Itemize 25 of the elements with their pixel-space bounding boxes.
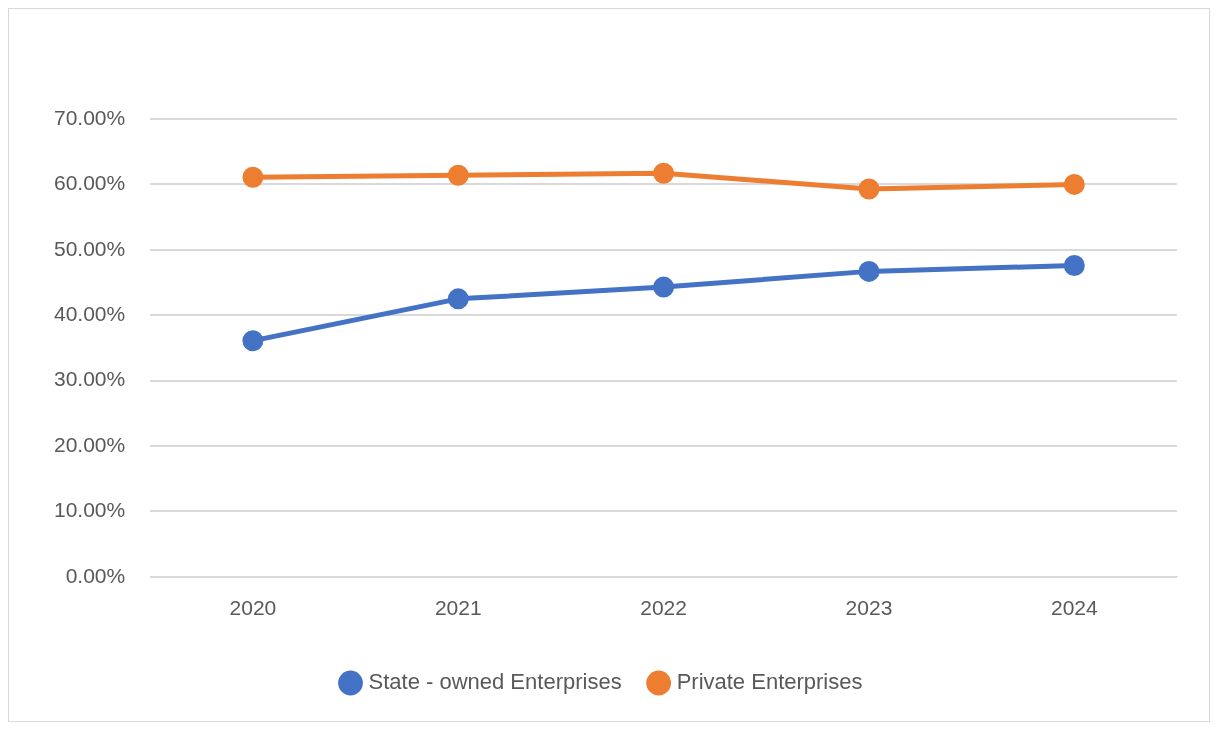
x-tick-label: 2021 — [434, 596, 482, 620]
x-tick-label: 2022 — [640, 596, 687, 620]
x-tick-label: 2023 — [845, 596, 893, 620]
point — [447, 164, 469, 186]
point — [858, 260, 880, 282]
x-tick-label: 2020 — [229, 596, 277, 620]
legend-label: State - owned Enterprises — [368, 669, 622, 695]
y-tick-label: 0.00% — [65, 563, 126, 587]
point — [1063, 255, 1085, 276]
point — [653, 276, 675, 298]
point — [242, 330, 264, 352]
legend-label: Private Enterprises — [676, 669, 863, 695]
y-tick-label: 40.00% — [53, 302, 126, 325]
y-tick-label: 30.00% — [53, 367, 126, 391]
x-tick-label: 2024 — [1050, 596, 1098, 620]
point — [242, 166, 264, 188]
point — [447, 288, 469, 310]
y-tick-label: 70.00% — [53, 105, 126, 129]
y-tick-label: 60.00% — [53, 171, 126, 195]
point — [653, 162, 675, 184]
y-tick-label: 20.00% — [53, 432, 126, 456]
point — [1063, 173, 1085, 195]
y-tick-label: 10.00% — [53, 498, 126, 522]
y-tick-label: 50.00% — [53, 236, 126, 260]
point — [858, 178, 880, 200]
